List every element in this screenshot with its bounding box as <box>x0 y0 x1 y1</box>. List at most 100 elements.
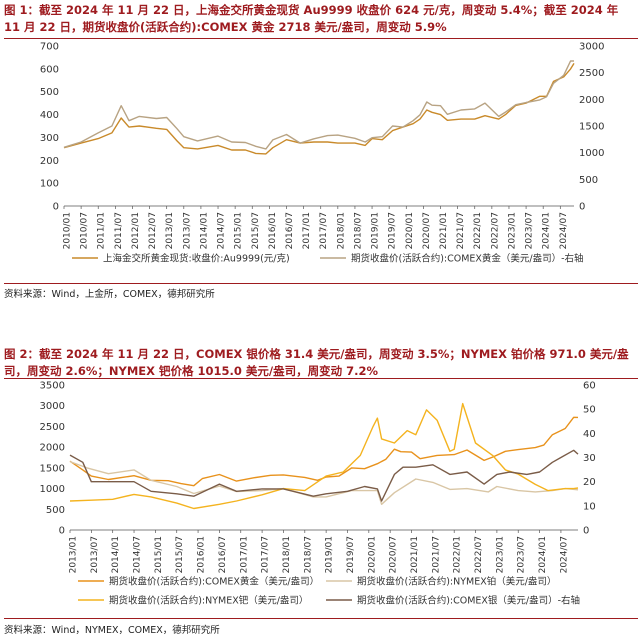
chart1-legend-label-2: 期货收盘价(活跃合约):COMEX黄金（美元/盎司）-右轴 <box>351 253 584 265</box>
chart1-x-tick-label: 2017/07 <box>319 212 329 249</box>
chart2-x-tick-label: 2024/07 <box>559 536 569 573</box>
chart1-x-tick-label: 2022/07 <box>490 212 500 249</box>
chart1-x-tick-label: 2016/01 <box>268 212 278 249</box>
chart1-top-rule <box>4 38 638 39</box>
chart1-right-tick-label: 3000 <box>579 42 604 53</box>
chart1-x-tick-label: 2020/01 <box>405 212 415 249</box>
chart1-x-tick-label: 2016/07 <box>285 212 295 249</box>
chart1-legend-label-1: 上海金交所黄金现货:收盘价:Au9999(元/克) <box>103 253 290 265</box>
chart1-left-tick-label: 700 <box>40 42 59 53</box>
chart1-x-tick-label: 2021/01 <box>439 212 449 249</box>
chart2-left-tick-label: 2500 <box>40 422 65 433</box>
chart1-right-tick-label: 1000 <box>579 148 604 159</box>
chart2-x-tick-label: 2021/01 <box>410 536 420 573</box>
chart2-x-tick-label: 2020/07 <box>389 536 399 573</box>
chart1-left-tick-label: 600 <box>40 64 59 75</box>
chart1-series-line-1 <box>63 63 575 155</box>
chart1-x-tick-label: 2013/01 <box>165 212 175 249</box>
chart2-series-line-4 <box>69 449 579 502</box>
chart2-x-tick-label: 2018/01 <box>282 536 292 573</box>
chart2-right-tick-label: 50 <box>583 405 596 416</box>
chart2-left-tick-label: 1000 <box>40 484 65 495</box>
chart1-x-tick-label: 2015/01 <box>234 212 244 249</box>
chart2-x-tick-label: 2016/07 <box>218 536 228 573</box>
chart2-x-tick-label: 2017/07 <box>261 536 271 573</box>
chart1-left-tick-label: 200 <box>40 156 59 167</box>
chart2-legend-label-4: 期货收盘价(活跃合约):COMEX银（美元/盎司）-右轴 <box>357 595 580 607</box>
chart2-x-tick-label: 2018/07 <box>303 536 313 573</box>
chart1-right-tick-label: 1500 <box>579 122 604 133</box>
chart1-x-tick-label: 2018/07 <box>353 212 363 249</box>
chart2-source: 资料来源：Wind，NYMEX，COMEX，德邦研究所 <box>4 625 220 636</box>
chart2-x-tick-label: 2022/01 <box>453 536 463 573</box>
chart1-x-tick-label: 2019/07 <box>388 212 398 249</box>
chart2-top-rule <box>4 378 638 379</box>
chart2-left-tick-label: 3000 <box>40 401 65 412</box>
chart1-x-tick-label: 2021/07 <box>456 212 466 249</box>
chart1-x-tick-label: 2012/07 <box>148 212 158 249</box>
chart2-x-tick-label: 2021/07 <box>431 536 441 573</box>
chart2-x-tick-label: 2017/01 <box>239 536 249 573</box>
chart2-x-tick-label: 2019/07 <box>346 536 356 573</box>
chart2-right-tick-label: 60 <box>583 381 596 392</box>
chart1-x-tick-label: 2020/07 <box>422 212 432 249</box>
chart2-left-tick-label: 0 <box>59 526 65 537</box>
chart2-x-tick-label: 2020/01 <box>367 536 377 573</box>
chart1-x-tick-label: 2014/07 <box>217 212 227 249</box>
chart1-x-tick-label: 2023/07 <box>525 212 535 249</box>
chart2-bottom-rule <box>4 618 638 619</box>
chart2: 0 500 1000 1500 2000 2500 3000 3500 0 10 20 30 40 50 6… <box>40 381 596 607</box>
chart2-x-tick-label: 2016/01 <box>197 536 207 573</box>
chart1: 0 100 200 300 400 500 600 700 0 500 1000 1500 2000 25… <box>40 42 605 265</box>
chart1-right-tick-label: 2000 <box>579 95 604 106</box>
chart2-x-tick-label: 2013/07 <box>90 536 100 573</box>
chart2-x-tick-label: 2024/01 <box>538 536 548 573</box>
chart1-x-tick-label: 2012/01 <box>131 212 141 249</box>
chart1-left-tick-label: 100 <box>40 179 59 190</box>
chart2-right-tick-label: 0 <box>583 526 589 537</box>
chart1-x-tick-label: 2011/07 <box>114 212 124 249</box>
chart1-x-tick-label: 2010/01 <box>63 212 73 249</box>
chart1-x-tick-label: 2022/01 <box>473 212 483 249</box>
chart1-right-tick-label: 500 <box>579 175 598 186</box>
chart2-series-line-1 <box>69 416 579 487</box>
chart1-right-tick-label: 0 <box>579 202 585 213</box>
chart1-x-tick-label: 2024/07 <box>559 212 569 249</box>
chart1-x-tick-label: 2015/07 <box>251 212 261 249</box>
chart2-left-tick-label: 500 <box>46 505 65 516</box>
chart1-x-tick-label: 2011/01 <box>97 212 107 249</box>
chart1-x-tick-label: 2014/01 <box>199 212 209 249</box>
chart2-left-tick-label: 1500 <box>40 463 65 474</box>
chart2-x-tick-label: 2014/07 <box>133 536 143 573</box>
chart1-left-tick-label: 400 <box>40 110 59 121</box>
chart1-x-tick-label: 2013/07 <box>182 212 192 249</box>
chart1-x-tick-label: 2023/01 <box>507 212 517 249</box>
chart2-x-tick-label: 2013/01 <box>69 536 79 573</box>
chart2-right-tick-label: 10 <box>583 501 596 512</box>
chart2-right-tick-label: 30 <box>583 453 596 464</box>
chart2-x-tick-label: 2023/01 <box>495 536 505 573</box>
chart2-x-tick-label: 2022/07 <box>474 536 484 573</box>
chart2-legend-label-2: 期货收盘价(活跃合约):NYMEX铂（美元/盎司） <box>357 576 556 588</box>
chart1-left-tick-label: 500 <box>40 87 59 98</box>
chart1-source: 资料来源：Wind，上金所，COMEX，德邦研究所 <box>4 289 215 300</box>
chart2-series-line-2 <box>69 460 579 506</box>
chart2-title: 图 2：截至 2024 年 11 月 22 日，COMEX 银价格 31.4 美… <box>4 347 629 378</box>
chart1-x-tick-label: 2024/01 <box>542 212 552 249</box>
chart1-title: 图 1：截至 2024 年 11 月 22 日，上海金交所黄金现货 Au9999… <box>4 3 619 34</box>
chart2-series-line-3 <box>69 402 579 510</box>
chart2-x-tick-label: 2015/07 <box>175 536 185 573</box>
chart2-right-tick-label: 20 <box>583 477 596 488</box>
chart2-left-tick-label: 2000 <box>40 443 65 454</box>
chart1-x-tick-label: 2019/01 <box>371 212 381 249</box>
chart1-bottom-rule <box>4 283 638 284</box>
chart2-right-tick-label: 40 <box>583 429 596 440</box>
chart2-x-tick-label: 2019/01 <box>325 536 335 573</box>
chart2-x-tick-label: 2023/07 <box>517 536 527 573</box>
chart2-legend-label-1: 期货收盘价(活跃合约):COMEX黄金（美元/盎司） <box>109 576 319 588</box>
chart2-x-tick-label: 2014/01 <box>111 536 121 573</box>
chart1-left-tick-label: 300 <box>40 133 59 144</box>
chart2-legend-label-3: 期货收盘价(活跃合约):NYMEX钯（美元/盎司） <box>109 595 308 607</box>
chart1-x-tick-label: 2018/01 <box>336 212 346 249</box>
chart1-left-tick-label: 0 <box>53 202 59 213</box>
